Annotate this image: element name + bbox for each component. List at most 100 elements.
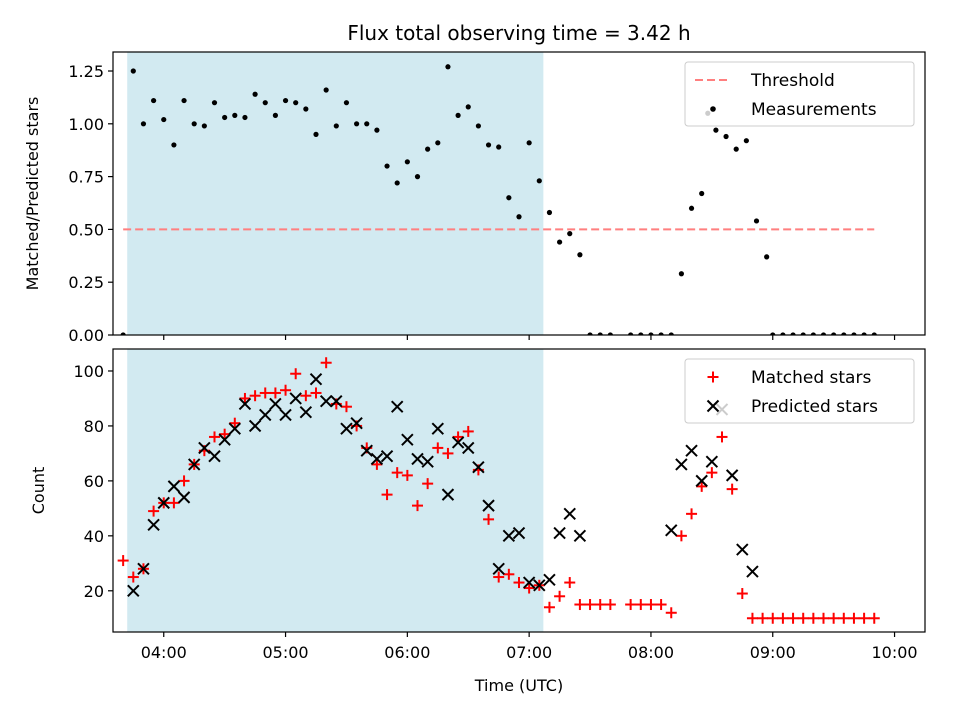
predicted-point — [228, 422, 242, 435]
data-point — [201, 123, 207, 129]
predicted-point — [462, 441, 475, 455]
data-point — [161, 116, 167, 123]
data-point — [140, 121, 147, 127]
matched-point — [726, 483, 738, 495]
predicted-point — [685, 444, 698, 457]
predicted-point — [736, 543, 749, 556]
observing-span — [127, 52, 544, 335]
matched-point — [503, 568, 515, 580]
predicted-point — [401, 433, 414, 446]
y-tick-label: 40 — [84, 527, 104, 546]
data-point — [323, 87, 329, 93]
predicted-point — [705, 455, 719, 468]
matched-point — [777, 612, 789, 624]
data-point — [780, 332, 786, 335]
data-point — [404, 159, 410, 165]
x-tick-label: 07:00 — [506, 643, 552, 662]
data-point — [733, 146, 739, 152]
data-point — [445, 64, 451, 70]
data-point — [191, 121, 197, 127]
data-point — [577, 252, 583, 258]
x-tick-label: 06:00 — [384, 643, 430, 662]
data-point — [638, 332, 644, 335]
data-point — [181, 97, 187, 104]
data-point — [455, 112, 461, 118]
predicted-point — [665, 524, 678, 537]
data-point — [648, 332, 654, 335]
matched-point — [868, 612, 880, 624]
data-point — [465, 104, 471, 110]
predicted-point — [441, 488, 455, 501]
data-point — [272, 112, 278, 118]
predicted-point — [147, 518, 160, 532]
matched-point — [259, 387, 271, 399]
data-point — [587, 332, 593, 335]
data-point — [557, 239, 563, 245]
data-point — [567, 231, 573, 237]
data-point — [496, 144, 502, 150]
predicted-point — [279, 408, 292, 422]
data-point — [232, 112, 238, 118]
predicted-point — [573, 529, 587, 543]
data-point — [130, 68, 136, 74]
data-point — [262, 100, 268, 106]
matched-point — [736, 588, 748, 600]
data-point — [343, 100, 350, 106]
data-point — [678, 271, 685, 277]
y-tick-label: 60 — [84, 472, 104, 491]
matched-point — [391, 467, 403, 479]
matched-point — [127, 571, 139, 583]
matched-point — [269, 387, 281, 399]
data-point — [628, 332, 634, 335]
matched-point — [564, 577, 576, 589]
predicted-point — [187, 458, 201, 471]
predicted-point — [198, 441, 211, 455]
matched-point — [838, 612, 850, 624]
data-point — [475, 123, 481, 129]
predicted-point — [289, 392, 302, 405]
predicted-point — [411, 452, 424, 466]
matched-point — [117, 555, 129, 567]
predicted-point — [370, 452, 384, 466]
legend-matched-swatch — [707, 371, 719, 383]
predicted-point — [177, 491, 191, 504]
legend-label: Matched stars — [751, 368, 871, 388]
chart-title: Flux total observing time = 3.42 h — [347, 21, 690, 45]
matched-point — [513, 577, 525, 589]
matched-point — [665, 607, 677, 619]
y-tick-label: 0.75 — [68, 168, 104, 187]
data-point — [831, 332, 837, 335]
x-tick-label: 09:00 — [750, 643, 796, 662]
x-axis-label: Time (UTC) — [474, 676, 563, 695]
data-point — [171, 142, 177, 148]
data-point — [688, 205, 695, 211]
matched-point — [848, 612, 860, 624]
data-point — [770, 332, 776, 335]
y-tick-label: 20 — [84, 582, 104, 601]
predicted-point — [543, 573, 556, 587]
predicted-point — [431, 422, 445, 435]
matched-point — [178, 475, 190, 487]
data-point — [120, 332, 126, 335]
predicted-point — [390, 400, 404, 413]
matched-point — [371, 458, 383, 470]
legend: Threshold Measurements — [684, 61, 915, 127]
matched-point — [706, 467, 718, 479]
matched-point — [767, 612, 779, 624]
y-tick-label: 100 — [73, 362, 104, 381]
matched-point — [209, 431, 220, 443]
matched-point — [635, 599, 647, 611]
data-point — [222, 114, 228, 121]
predicted-point — [127, 584, 140, 597]
data-point — [536, 178, 542, 184]
data-point — [723, 133, 729, 140]
predicted-point — [309, 373, 323, 386]
matched-point — [422, 478, 434, 490]
count-panel: 20 40 60 80 100 04:00 05:00 06:00 07:00 08:00 09:0… — [29, 348, 926, 662]
matched-point — [310, 387, 322, 399]
data-point — [506, 195, 512, 201]
matched-point — [290, 368, 302, 380]
data-point — [546, 209, 553, 216]
y-tick-label: 0.00 — [68, 326, 104, 345]
x-tick-label: 08:00 — [628, 643, 674, 662]
